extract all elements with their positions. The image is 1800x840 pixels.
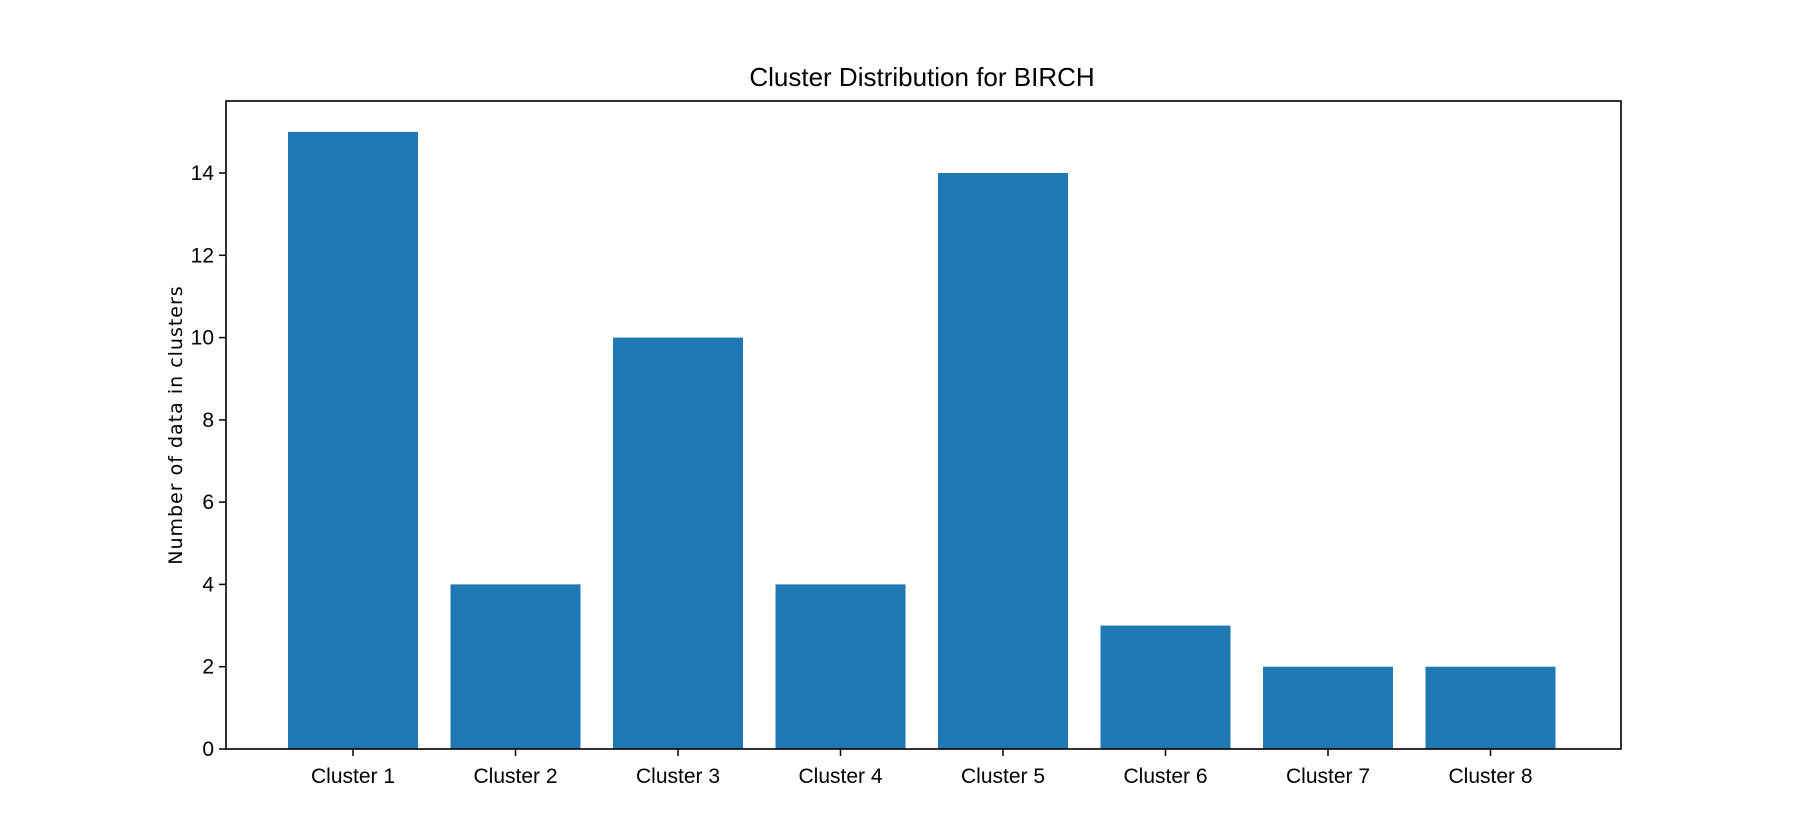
y-tick-label: 2	[202, 656, 214, 679]
x-tick-label: Cluster 4	[798, 765, 882, 788]
x-tick-label: Cluster 2	[473, 765, 557, 788]
bar-cluster-1	[288, 131, 418, 749]
x-tick-label: Cluster 7	[1286, 765, 1370, 788]
y-tick-label: 4	[202, 573, 214, 596]
bar-cluster-6	[1100, 625, 1231, 749]
x-tick-label: Cluster 8	[1448, 765, 1532, 788]
y-tick-label: 0	[202, 738, 214, 761]
chart-title: Cluster Distribution for BIRCH	[749, 62, 1094, 92]
y-tick-label: 6	[202, 491, 214, 514]
bars-layer	[288, 131, 1556, 749]
bar-cluster-4	[775, 584, 906, 749]
y-tick-label: 10	[191, 327, 214, 350]
axes-frame	[225, 100, 1622, 750]
y-tick-label: 8	[202, 409, 214, 432]
bar-cluster-3	[613, 337, 743, 749]
x-tick-label: Cluster 6	[1123, 765, 1207, 788]
bar-cluster-2	[450, 584, 581, 749]
y-tick-label: 12	[191, 244, 214, 267]
bar-cluster-8	[1425, 666, 1556, 749]
bar-cluster-7	[1263, 666, 1393, 749]
y-axis-label: Number of data in clusters	[165, 285, 187, 564]
bar-cluster-5	[938, 173, 1068, 749]
x-tick-label: Cluster 3	[636, 765, 720, 788]
y-axis: 0 2 4 6 8 10 12 14	[191, 162, 226, 761]
x-tick-label: Cluster 1	[311, 765, 395, 788]
x-axis: Cluster 1 Cluster 2 Cluster 3 Cluster 4 Clus…	[311, 749, 1533, 788]
y-tick-label: 14	[191, 162, 215, 185]
x-tick-label: Cluster 5	[961, 765, 1045, 788]
